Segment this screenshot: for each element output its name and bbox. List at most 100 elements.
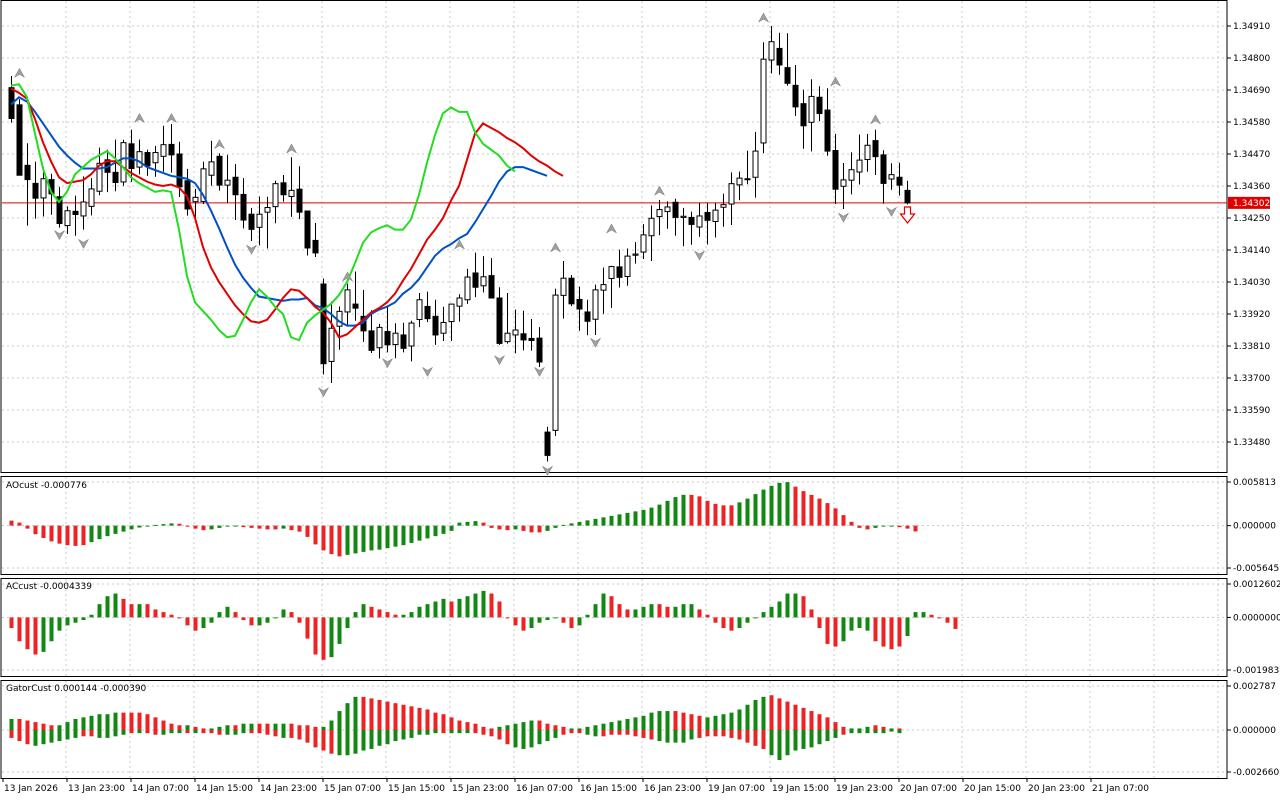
- candle[interactable]: [648, 205, 655, 262]
- candle[interactable]: [152, 145, 159, 177]
- candle[interactable]: [752, 131, 759, 198]
- candle[interactable]: [792, 64, 799, 116]
- candle[interactable]: [160, 125, 167, 172]
- candle[interactable]: [632, 242, 639, 264]
- candle[interactable]: [208, 140, 215, 186]
- candle[interactable]: [760, 42, 767, 154]
- candle[interactable]: [272, 180, 279, 224]
- candle[interactable]: [352, 271, 359, 321]
- candle[interactable]: [776, 32, 783, 75]
- candle[interactable]: [464, 268, 471, 304]
- candle[interactable]: [640, 224, 647, 260]
- candle[interactable]: [696, 202, 703, 237]
- candle[interactable]: [184, 168, 191, 216]
- candle[interactable]: [416, 293, 423, 328]
- candle[interactable]: [728, 172, 735, 225]
- candle[interactable]: [864, 133, 871, 172]
- price-panel[interactable]: [2, 12, 1227, 476]
- candle[interactable]: [816, 86, 823, 122]
- candle[interactable]: [336, 306, 343, 350]
- candle[interactable]: [688, 211, 695, 245]
- candle[interactable]: [368, 310, 375, 353]
- candle[interactable]: [768, 26, 775, 74]
- candle[interactable]: [528, 318, 535, 351]
- candle[interactable]: [616, 249, 623, 288]
- candle[interactable]: [504, 293, 511, 344]
- candle[interactable]: [800, 89, 807, 149]
- candle[interactable]: [312, 222, 319, 257]
- candle[interactable]: [680, 207, 687, 247]
- candle[interactable]: [144, 149, 151, 176]
- candle[interactable]: [224, 154, 231, 203]
- candle[interactable]: [520, 310, 527, 351]
- candle[interactable]: [192, 188, 199, 221]
- candle[interactable]: [64, 206, 71, 234]
- candle[interactable]: [80, 176, 87, 230]
- candle[interactable]: [264, 196, 271, 249]
- candle[interactable]: [424, 291, 431, 323]
- candle[interactable]: [232, 164, 239, 221]
- candle[interactable]: [384, 305, 391, 353]
- candle[interactable]: [552, 288, 559, 436]
- gator-panel[interactable]: [9, 695, 902, 761]
- candle[interactable]: [488, 258, 495, 299]
- candle[interactable]: [560, 261, 567, 319]
- candle[interactable]: [480, 256, 487, 293]
- candle[interactable]: [840, 163, 847, 209]
- candle[interactable]: [784, 33, 791, 86]
- candle[interactable]: [832, 133, 839, 205]
- candle[interactable]: [624, 248, 631, 286]
- candle[interactable]: [344, 283, 351, 326]
- candle[interactable]: [896, 162, 903, 196]
- candle[interactable]: [32, 161, 39, 219]
- candle[interactable]: [376, 323, 383, 359]
- candle[interactable]: [56, 186, 63, 228]
- candle[interactable]: [720, 193, 727, 227]
- candle[interactable]: [848, 152, 855, 195]
- ac-panel[interactable]: [9, 590, 958, 660]
- candle[interactable]: [576, 286, 583, 331]
- candle[interactable]: [72, 195, 79, 236]
- candle[interactable]: [856, 134, 863, 185]
- candle[interactable]: [872, 129, 879, 175]
- ao-panel[interactable]: [9, 482, 918, 557]
- candle[interactable]: [8, 76, 15, 123]
- candle[interactable]: [584, 299, 591, 336]
- candle[interactable]: [904, 180, 911, 205]
- candle[interactable]: [392, 323, 399, 359]
- candle[interactable]: [592, 284, 599, 335]
- candle[interactable]: [600, 267, 607, 314]
- candle[interactable]: [168, 124, 175, 173]
- candle[interactable]: [512, 309, 519, 354]
- candle[interactable]: [672, 198, 679, 236]
- candle[interactable]: [664, 201, 671, 229]
- candle[interactable]: [136, 139, 143, 175]
- candle[interactable]: [40, 167, 47, 217]
- candle[interactable]: [248, 207, 255, 241]
- candle[interactable]: [400, 322, 407, 353]
- candle[interactable]: [744, 150, 751, 185]
- candle[interactable]: [888, 163, 895, 190]
- candle[interactable]: [120, 139, 127, 186]
- candle[interactable]: [432, 299, 439, 345]
- candle[interactable]: [240, 178, 247, 229]
- candle[interactable]: [880, 150, 887, 204]
- candle[interactable]: [288, 157, 295, 217]
- candle[interactable]: [496, 287, 503, 345]
- candle[interactable]: [704, 203, 711, 245]
- candle[interactable]: [216, 153, 223, 191]
- candle[interactable]: [320, 278, 327, 375]
- candle[interactable]: [24, 143, 31, 226]
- candle[interactable]: [568, 275, 575, 307]
- candle[interactable]: [656, 199, 663, 236]
- candle[interactable]: [440, 306, 447, 342]
- candle[interactable]: [104, 149, 111, 193]
- candle[interactable]: [448, 303, 455, 342]
- candle[interactable]: [88, 178, 95, 216]
- candle[interactable]: [296, 166, 303, 220]
- candle[interactable]: [256, 196, 263, 246]
- candle[interactable]: [112, 139, 119, 192]
- candle[interactable]: [736, 171, 743, 201]
- candle[interactable]: [536, 327, 543, 367]
